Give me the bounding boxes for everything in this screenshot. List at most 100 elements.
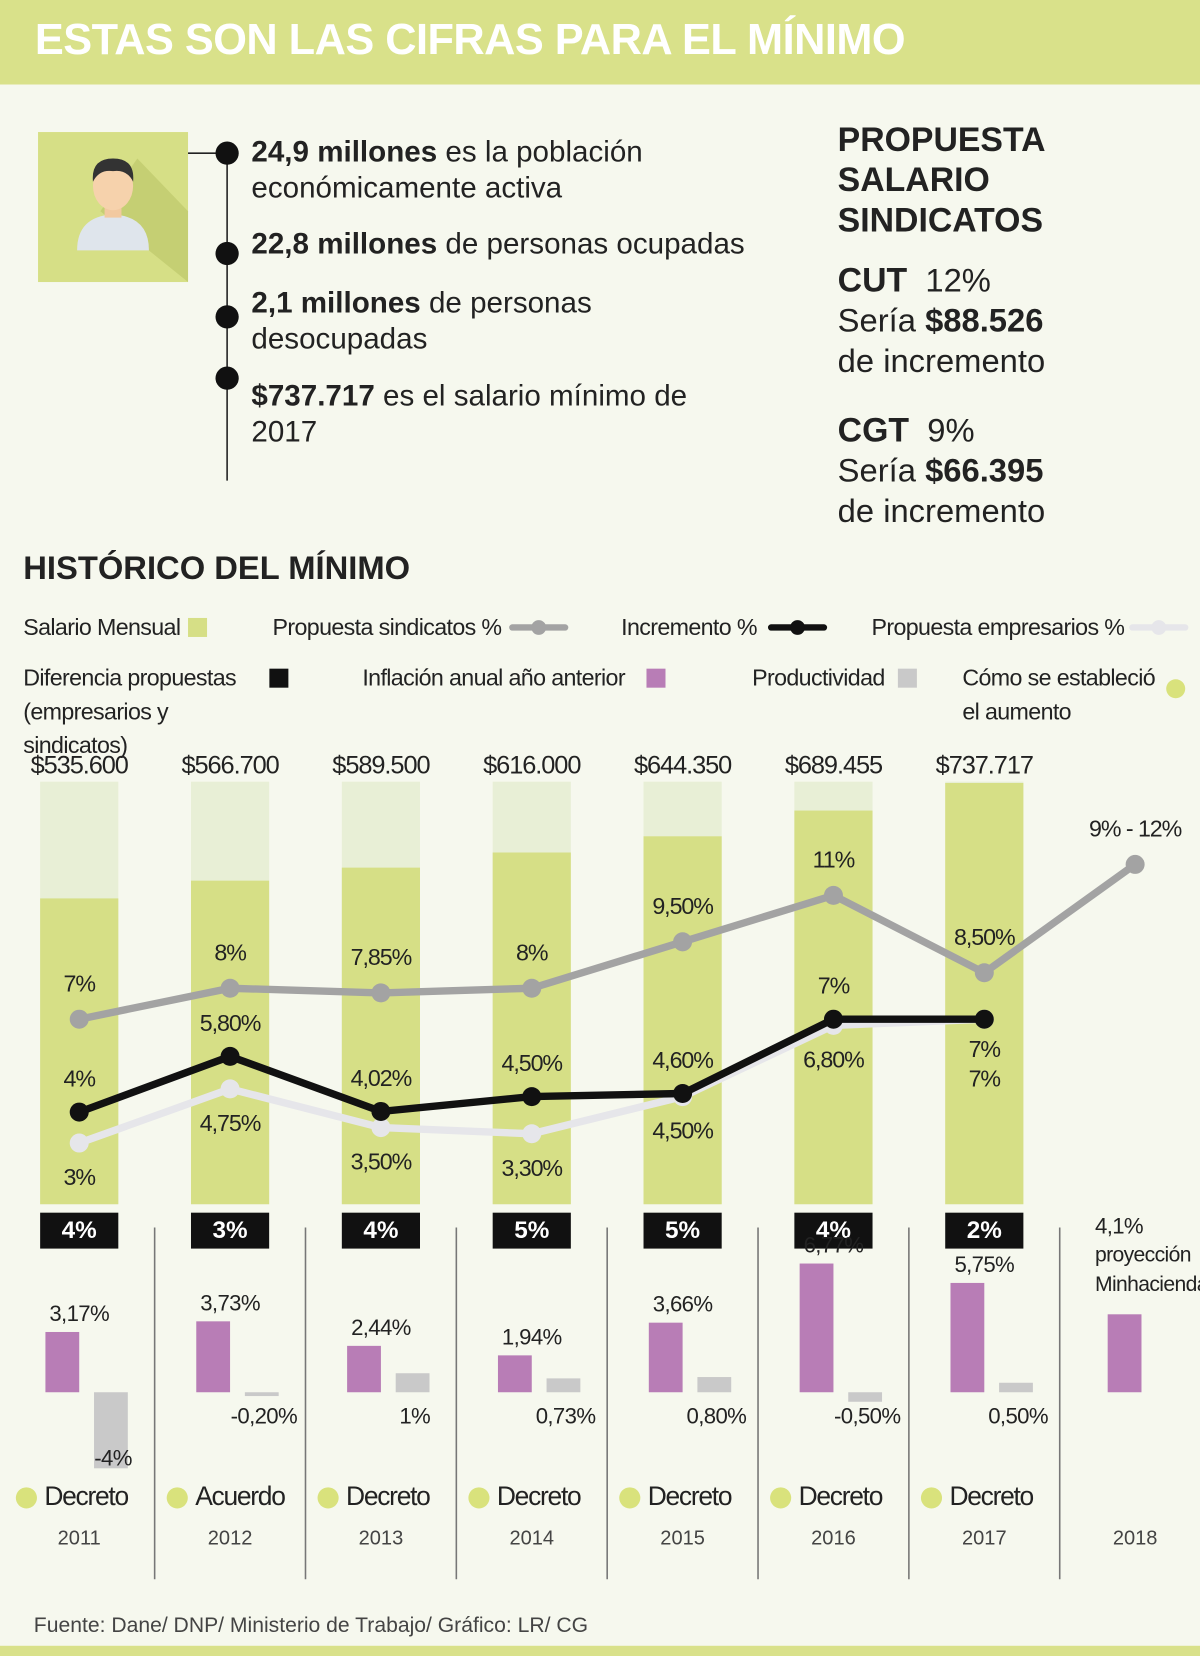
value-label: 4,60% — [652, 1047, 713, 1073]
value-label: 4,75% — [200, 1110, 261, 1136]
method-label: Decreto — [346, 1481, 430, 1511]
value-label: 7,85% — [351, 944, 412, 970]
value-label: 4% — [816, 1217, 851, 1244]
fact: 2,1 millones de personas desocupadas — [251, 285, 674, 357]
fact: 24,9 millones es la población económicam… — [251, 134, 800, 206]
inflation-bar — [648, 1322, 683, 1393]
fact-figure: 22,8 millones — [251, 227, 438, 260]
inflation-bar — [196, 1321, 231, 1393]
point — [522, 1087, 542, 1107]
legend-swatch — [790, 620, 805, 635]
value-label: 5,80% — [200, 1010, 261, 1036]
point — [522, 978, 542, 998]
value-label: 3,66% — [653, 1292, 713, 1317]
value-label: $535.600 — [31, 752, 129, 780]
prefix: Sería — [837, 452, 916, 490]
value-label: 4% — [363, 1217, 398, 1244]
method-dot — [15, 1487, 37, 1509]
value-label: 0,80% — [687, 1403, 747, 1428]
salary-bar — [945, 782, 1024, 1205]
value-label: $644.350 — [634, 752, 732, 780]
amount: $66.395 — [925, 452, 1044, 490]
productivity-bar — [999, 1382, 1033, 1393]
icon-body — [77, 214, 149, 251]
union-name: CUT — [837, 260, 908, 299]
x-tick-label: 2016 — [811, 1527, 856, 1549]
icon-hair — [92, 158, 134, 182]
point — [371, 983, 391, 1003]
point — [522, 1124, 542, 1144]
fact-figure: 2,1 millones — [251, 286, 421, 320]
point — [371, 1101, 391, 1121]
point — [1125, 854, 1145, 874]
proposal: CUT 12% Sería $88.526 de incremento — [838, 260, 1092, 381]
fact: 22,8 millones de personas ocupadas — [251, 226, 800, 262]
productivity-bar — [546, 1378, 581, 1393]
value-label: -0,20% — [231, 1403, 297, 1428]
header-band — [0, 0, 1200, 85]
legend-label: Cómo se estableció el aumento — [962, 664, 1156, 725]
salary-bar — [492, 852, 571, 1205]
value-label: 8% — [214, 940, 246, 966]
method-label: Decreto — [648, 1481, 732, 1511]
value-label: 4,50% — [652, 1118, 713, 1144]
inflation-bar — [45, 1331, 80, 1393]
salary-bar — [341, 867, 421, 1205]
value-label: 1,94% — [502, 1324, 562, 1349]
point — [69, 1009, 89, 1029]
legend-swatch — [188, 617, 208, 637]
difference-box — [492, 1212, 571, 1249]
point — [823, 885, 843, 905]
difference-box — [341, 1212, 421, 1249]
legend-swatch — [897, 668, 917, 688]
value-label: 0,73% — [536, 1403, 596, 1428]
footer-band — [0, 1645, 1200, 1656]
fact-text: es la población económicamente activa — [251, 135, 643, 204]
inflation-bar — [799, 1263, 834, 1393]
point — [673, 1083, 693, 1104]
bullet — [215, 305, 239, 329]
value-label: 11% — [813, 847, 855, 873]
inflation-bar — [347, 1345, 381, 1393]
point — [974, 963, 994, 983]
value-label: $589.500 — [332, 752, 430, 780]
inflation-bar — [950, 1282, 985, 1393]
value-label: 7% — [818, 973, 850, 999]
fact-text: de personas desocupadas — [251, 286, 592, 355]
fact-text: de personas ocupadas — [445, 227, 745, 260]
fact-figure: 24,9 millones — [251, 135, 438, 168]
legend-label: Diferencia propuestas (empresarios y sin… — [23, 664, 236, 759]
productivity-bar — [848, 1392, 883, 1402]
page-title: ESTAS SON LAS CIFRAS PARA EL MÍNIMO — [34, 14, 906, 64]
value-label: $616.000 — [483, 752, 581, 780]
value-label: -0,50% — [834, 1403, 900, 1428]
value-label: 4% — [62, 1217, 97, 1244]
value-label: 4% — [63, 1066, 95, 1092]
value-label: 2,44% — [351, 1315, 411, 1340]
bullet — [215, 141, 239, 165]
legend-swatch — [1151, 620, 1167, 635]
value-label: 6,77% — [804, 1232, 864, 1257]
point — [823, 1009, 843, 1029]
value-label: 3,50% — [351, 1149, 412, 1175]
value-label: 4,02% — [351, 1065, 412, 1091]
proposal-title: PROPUESTA SALARIO SINDICATOS — [837, 120, 1045, 239]
bullet — [215, 241, 239, 266]
salary-bar — [643, 836, 722, 1205]
value-label: 3% — [63, 1164, 95, 1190]
value-label: $689.455 — [785, 752, 883, 780]
x-tick-label: 2013 — [359, 1527, 404, 1549]
union-pct: 12% — [925, 261, 991, 299]
difference-box — [643, 1212, 722, 1249]
productivity-bar — [697, 1377, 732, 1393]
x-tick-label: 2018 — [1113, 1527, 1158, 1549]
method-dot — [920, 1487, 943, 1509]
inflation-bar — [497, 1355, 532, 1393]
value-label: -4% — [94, 1446, 132, 1471]
value-label: $566.700 — [181, 752, 279, 780]
union-pct: 9% — [927, 411, 975, 449]
suffix: de incremento — [837, 492, 1046, 530]
value-label: 8% — [516, 940, 548, 966]
method-label: Acuerdo — [195, 1481, 285, 1511]
